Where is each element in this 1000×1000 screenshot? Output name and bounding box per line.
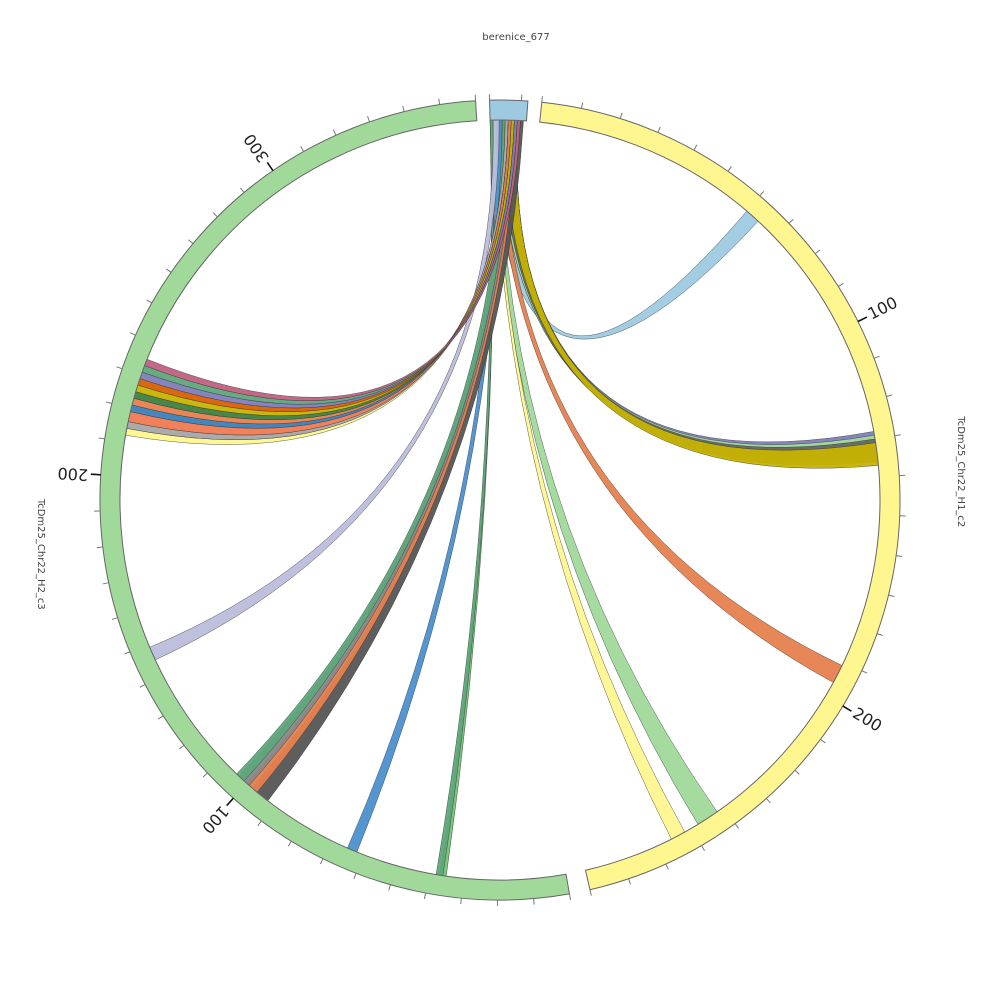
tick-TcDm25_Chr22_H2_c3-270 bbox=[188, 239, 194, 244]
tick-label-TcDm25_Chr22_H1_c2-200: 200 bbox=[849, 704, 885, 736]
tick-label-TcDm25_Chr22_H2_c3-300: 300 bbox=[240, 130, 273, 166]
tick-TcDm25_Chr22_H2_c3-0 bbox=[568, 893, 571, 900]
tick-TcDm25_Chr22_H2_c3-220 bbox=[105, 401, 112, 404]
tick-label-TcDm25_Chr22_H1_c2-100: 100 bbox=[865, 293, 901, 324]
tick-TcDm25_Chr22_H1_c2-80 bbox=[814, 249, 821, 255]
tick-TcDm25_Chr22_H2_c3-340 bbox=[402, 105, 405, 112]
tick-TcDm25_Chr22_H2_c3-200 bbox=[90, 473, 101, 476]
tick-TcDm25_Chr22_H2_c3-60 bbox=[353, 873, 357, 880]
tick-TcDm25_Chr22_H2_c3-310 bbox=[300, 146, 305, 152]
tick-TcDm25_Chr22_H1_c2-100 bbox=[857, 316, 868, 323]
tick-TcDm25_Chr22_H1_c2-210 bbox=[820, 738, 826, 744]
tick-TcDm25_Chr22_H1_c2-110 bbox=[873, 355, 880, 359]
tick-TcDm25_Chr22_H2_c3-230 bbox=[116, 366, 123, 370]
tick-TcDm25_Chr22_H2_c3-170 bbox=[102, 582, 109, 585]
tick-TcDm25_Chr22_H2_c3-280 bbox=[212, 212, 218, 218]
tick-TcDm25_Chr22_H1_c2-50 bbox=[727, 166, 732, 172]
tick-TcDm25_Chr22_H2_c3-50 bbox=[388, 884, 391, 891]
segment-label-TcDm25_Chr22_H1_c2: TcDm25_Chr22_H1_c2 bbox=[955, 415, 966, 527]
tick-TcDm25_Chr22_H1_c2-20 bbox=[619, 112, 623, 119]
tick-TcDm25_Chr22_H1_c2-70 bbox=[788, 218, 794, 224]
tick-TcDm25_Chr22_H2_c3-30 bbox=[460, 898, 462, 905]
tick-TcDm25_Chr22_H2_c3-210 bbox=[98, 437, 105, 440]
tick-TcDm25_Chr22_H1_c2-250 bbox=[701, 845, 705, 851]
tick-label-TcDm25_Chr22_H2_c3-100: 100 bbox=[198, 802, 233, 837]
tick-TcDm25_Chr22_H2_c3-250 bbox=[146, 299, 153, 304]
tick-TcDm25_Chr22_H2_c3-290 bbox=[239, 187, 245, 193]
tick-TcDm25_Chr22_H2_c3-180 bbox=[96, 546, 103, 549]
tick-TcDm25_Chr22_H2_c3-80 bbox=[287, 840, 292, 847]
tick-TcDm25_Chr22_H1_c2-190 bbox=[861, 670, 868, 674]
tick-TcDm25_Chr22_H2_c3-240 bbox=[129, 332, 136, 336]
tick-TcDm25_Chr22_H1_c2-10 bbox=[580, 102, 584, 109]
segment-arc-TcDm25_Chr22_H1_c2 bbox=[539, 101, 901, 891]
tick-TcDm25_Chr22_H2_c3-160 bbox=[111, 617, 118, 620]
tick-TcDm25_Chr22_H1_c2-260 bbox=[665, 863, 669, 870]
link-ribbon-10 bbox=[347, 119, 503, 853]
tick-TcDm25_Chr22_H1_c2-220 bbox=[794, 769, 800, 775]
tick-TcDm25_Chr22_H1_c2-180 bbox=[876, 633, 883, 636]
tick-TcDm25_Chr22_H2_c3-100 bbox=[226, 797, 234, 807]
tick-TcDm25_Chr22_H1_c2-120 bbox=[886, 394, 893, 397]
tick-TcDm25_Chr22_H1_c2-170 bbox=[888, 594, 895, 597]
link-ribbon-8 bbox=[439, 119, 495, 877]
tick-TcDm25_Chr22_H2_c3-120 bbox=[179, 744, 185, 750]
tick-TcDm25_Chr22_H1_c2-0 bbox=[541, 96, 543, 103]
tick-TcDm25_Chr22_H1_c2-200 bbox=[842, 705, 852, 712]
tick-TcDm25_Chr22_H2_c3-320 bbox=[332, 129, 337, 136]
tick-TcDm25_Chr22_H2_c3-300 bbox=[266, 161, 274, 172]
segment-arc-berenice_677 bbox=[489, 99, 529, 122]
link-ribbon-11 bbox=[251, 119, 524, 802]
tick-TcDm25_Chr22_H1_c2-130 bbox=[894, 434, 901, 437]
tick-TcDm25_Chr22_H1_c2-280 bbox=[589, 889, 592, 896]
link-ribbon-6 bbox=[492, 119, 718, 825]
tick-TcDm25_Chr22_H2_c3-350 bbox=[438, 98, 441, 105]
tick-TcDm25_Chr22_H2_c3-70 bbox=[319, 858, 324, 865]
tick-TcDm25_Chr22_H1_c2-30 bbox=[657, 126, 661, 133]
link-ribbon-9 bbox=[435, 119, 495, 876]
tick-TcDm25_Chr22_H2_c3-10 bbox=[533, 898, 535, 905]
tick-TcDm25_Chr22_H2_c3-150 bbox=[124, 651, 131, 655]
tick-TcDm25_Chr22_H1_c2-240 bbox=[734, 823, 740, 829]
tick-TcDm25_Chr22_H2_c3-40 bbox=[423, 892, 427, 900]
tick-TcDm25_Chr22_H2_c3-330 bbox=[367, 116, 370, 123]
tick-TcDm25_Chr22_H2_c3-140 bbox=[139, 684, 146, 688]
tick-TcDm25_Chr22_H1_c2-60 bbox=[759, 190, 765, 197]
segment-label-TcDm25_Chr22_H2_c3: TcDm25_Chr22_H2_c3 bbox=[35, 498, 46, 610]
link-ribbon-12 bbox=[246, 119, 518, 793]
segment-label-berenice_677: berenice_677 bbox=[482, 32, 549, 43]
tick-TcDm25_Chr22_H1_c2-160 bbox=[896, 555, 903, 557]
tick-label-TcDm25_Chr22_H2_c3-200: 200 bbox=[57, 464, 89, 485]
links-layer bbox=[125, 119, 879, 877]
tick-TcDm25_Chr22_H1_c2-270 bbox=[628, 878, 631, 885]
tick-TcDm25_Chr22_H2_c3-110 bbox=[202, 772, 208, 778]
tick-TcDm25_Chr22_H1_c2-90 bbox=[838, 282, 844, 287]
tick-TcDm25_Chr22_H1_c2-40 bbox=[693, 144, 698, 151]
link-ribbon-13 bbox=[238, 119, 515, 786]
tick-TcDm25_Chr22_H2_c3-90 bbox=[257, 820, 262, 827]
tick-TcDm25_Chr22_H1_c2-230 bbox=[765, 798, 771, 804]
tick-TcDm25_Chr22_H2_c3-260 bbox=[165, 268, 172, 273]
tick-TcDm25_Chr22_H2_c3-130 bbox=[157, 715, 164, 720]
link-ribbon-5 bbox=[495, 119, 843, 683]
